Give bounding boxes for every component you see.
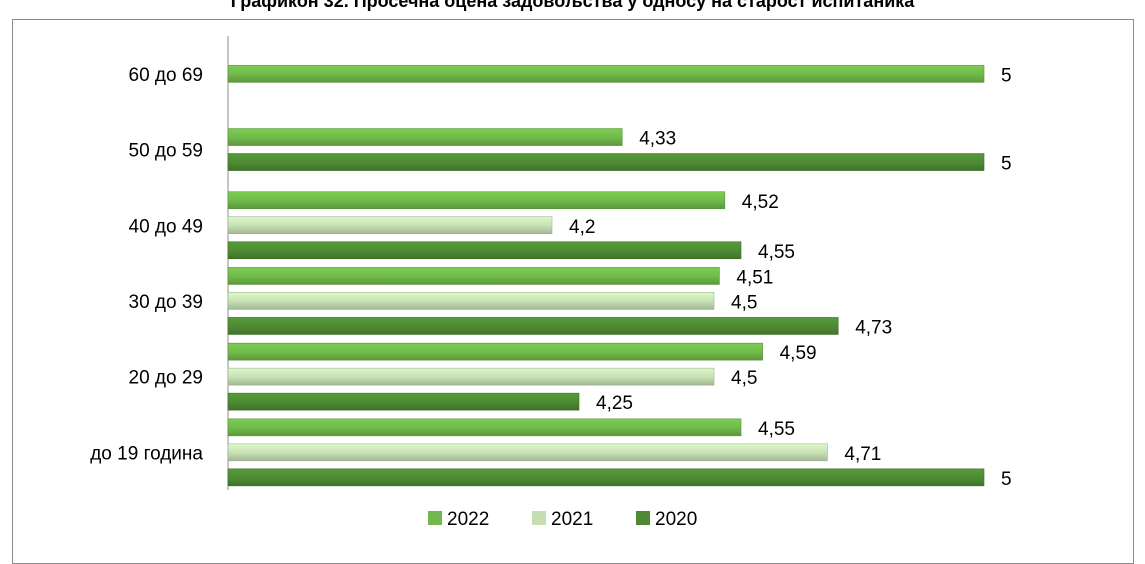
bar-2022-5 (227, 418, 742, 437)
bar-chart: 60 до 69 50 до 59 40 до 49 30 до 39 20 до 29… (90, 36, 1012, 530)
data-label: 4,33 (639, 129, 676, 150)
legend-swatch-2020 (636, 511, 650, 525)
bar-2021-3 (227, 292, 715, 310)
data-label: 4,2 (569, 217, 595, 238)
chart-title: Графикон 32. Просечна оцена задовољства … (230, 0, 915, 11)
bar-2020-4 (227, 392, 580, 411)
legend-swatch-2022 (428, 511, 442, 525)
bar-2020-1 (227, 153, 985, 171)
bar-2022-1 (227, 128, 623, 146)
bar-2020-3 (227, 317, 839, 335)
data-label: 4,55 (758, 419, 795, 440)
legend-label: 2020 (655, 509, 697, 530)
category-label: 50 до 59 (129, 141, 203, 162)
category-label: 30 до 39 (129, 292, 203, 313)
bar-2021-4 (227, 367, 715, 386)
legend-swatch-2021 (532, 511, 546, 525)
data-label: 4,55 (758, 242, 795, 263)
data-label: 5 (1001, 65, 1012, 86)
bar-2022-2 (227, 191, 726, 210)
bar-2022-4 (227, 342, 763, 361)
data-label: 4,52 (742, 192, 779, 213)
category-label: 60 до 69 (129, 65, 203, 86)
bar-2021-5 (227, 443, 828, 462)
bar-2020-2 (227, 241, 742, 260)
legend-label: 2022 (447, 509, 489, 530)
data-label: 5 (1001, 469, 1012, 490)
data-label: 4,5 (731, 368, 757, 389)
category-label: 40 до 49 (129, 216, 203, 237)
data-label: 4,71 (844, 444, 881, 465)
category-label: до 19 година (90, 443, 203, 464)
bar-2020-5 (227, 468, 985, 487)
data-label: 4,73 (855, 317, 892, 338)
legend-label: 2021 (551, 509, 593, 530)
category-label: 20 до 29 (129, 368, 203, 389)
data-label: 4,25 (596, 393, 633, 414)
data-label: 4,5 (731, 292, 757, 313)
bar-2022-3 (227, 267, 720, 285)
bar-2022-0 (227, 65, 985, 83)
bar-2021-2 (227, 216, 553, 235)
data-label: 5 (1001, 154, 1012, 175)
data-label: 4,59 (780, 343, 817, 364)
data-label: 4,51 (736, 267, 773, 288)
